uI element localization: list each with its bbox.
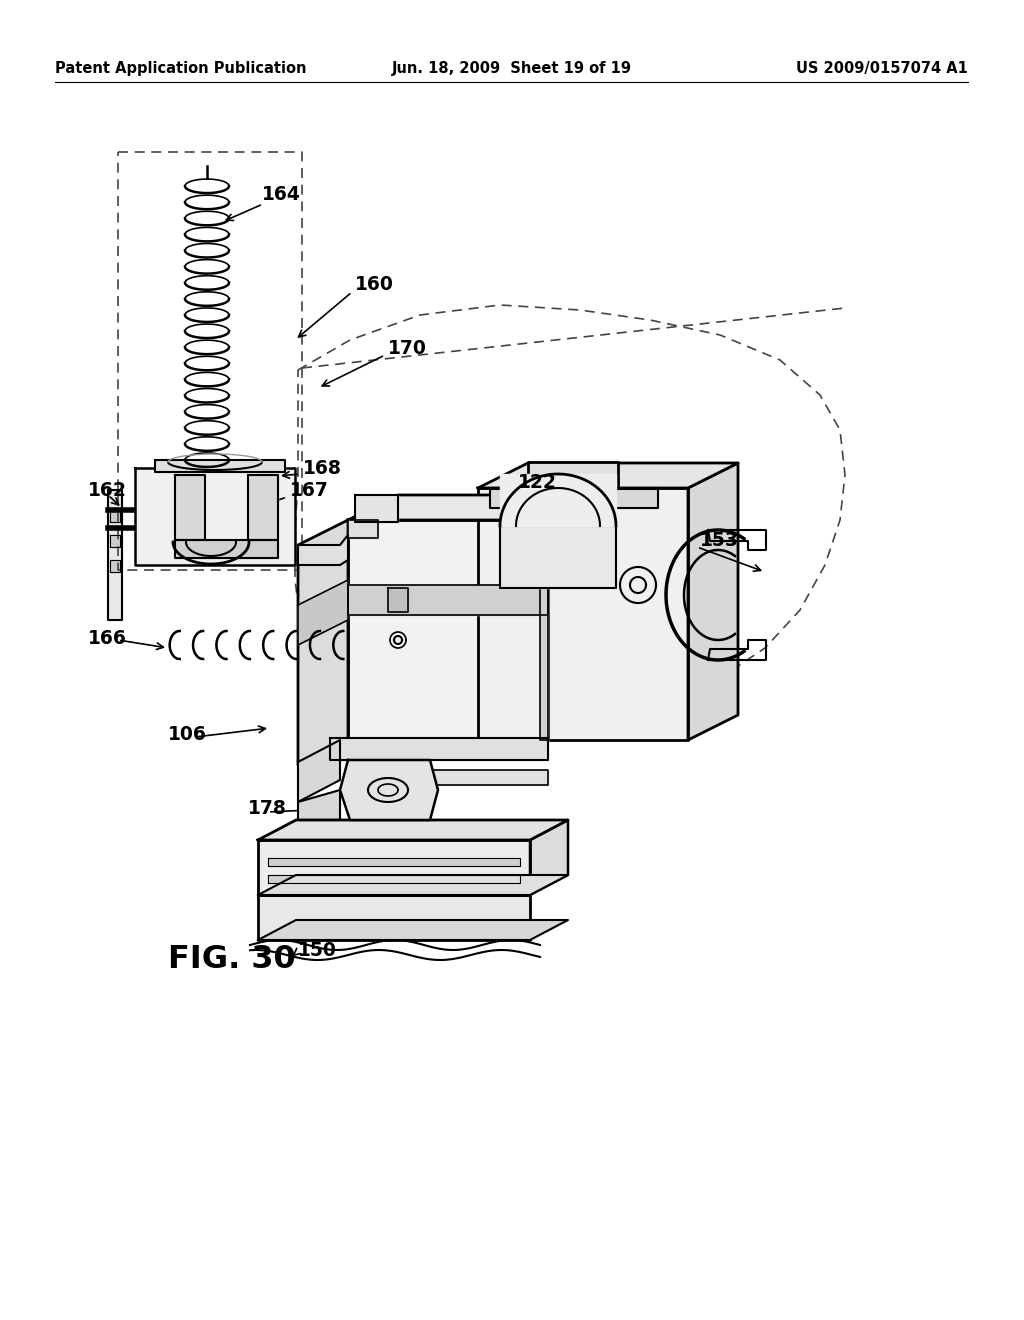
Polygon shape <box>330 738 548 760</box>
Polygon shape <box>490 462 658 488</box>
Polygon shape <box>490 488 658 508</box>
Text: 162: 162 <box>88 480 127 499</box>
Polygon shape <box>298 535 348 565</box>
Polygon shape <box>268 875 520 883</box>
Text: 168: 168 <box>303 458 342 478</box>
Polygon shape <box>258 820 568 840</box>
Text: 153: 153 <box>700 531 739 549</box>
Polygon shape <box>500 474 616 525</box>
Text: 167: 167 <box>290 480 329 499</box>
Text: 122: 122 <box>518 474 557 492</box>
Polygon shape <box>258 895 530 940</box>
Text: 170: 170 <box>388 338 427 358</box>
Polygon shape <box>248 475 278 540</box>
Polygon shape <box>110 535 120 546</box>
Text: 166: 166 <box>88 628 127 648</box>
Polygon shape <box>155 459 285 473</box>
Polygon shape <box>258 875 568 895</box>
Text: US 2009/0157074 A1: US 2009/0157074 A1 <box>796 61 968 75</box>
Polygon shape <box>108 490 122 620</box>
Polygon shape <box>298 520 348 766</box>
Polygon shape <box>268 858 520 866</box>
Polygon shape <box>388 587 408 612</box>
Polygon shape <box>348 585 548 615</box>
Polygon shape <box>478 488 688 741</box>
Polygon shape <box>298 579 348 645</box>
Polygon shape <box>530 820 568 895</box>
Text: 160: 160 <box>355 276 394 294</box>
Polygon shape <box>135 469 295 565</box>
Polygon shape <box>348 495 598 520</box>
Polygon shape <box>175 540 278 558</box>
Polygon shape <box>110 510 120 521</box>
Text: 150: 150 <box>298 940 337 960</box>
Text: 178: 178 <box>248 799 287 817</box>
Polygon shape <box>348 520 548 741</box>
Polygon shape <box>478 463 738 488</box>
Text: 164: 164 <box>262 186 301 205</box>
Polygon shape <box>175 475 205 540</box>
Polygon shape <box>355 495 398 521</box>
Polygon shape <box>110 560 120 572</box>
Polygon shape <box>348 520 378 539</box>
Polygon shape <box>298 789 340 820</box>
Polygon shape <box>258 920 568 940</box>
Polygon shape <box>340 760 438 820</box>
Text: Patent Application Publication: Patent Application Publication <box>55 61 306 75</box>
Text: FIG. 30: FIG. 30 <box>168 945 296 975</box>
Polygon shape <box>500 525 616 587</box>
Text: Jun. 18, 2009  Sheet 19 of 19: Jun. 18, 2009 Sheet 19 of 19 <box>392 61 632 75</box>
Text: 106: 106 <box>168 726 207 744</box>
Polygon shape <box>430 770 548 785</box>
Polygon shape <box>298 741 340 803</box>
Polygon shape <box>688 463 738 741</box>
Polygon shape <box>540 508 548 741</box>
Polygon shape <box>258 840 530 895</box>
